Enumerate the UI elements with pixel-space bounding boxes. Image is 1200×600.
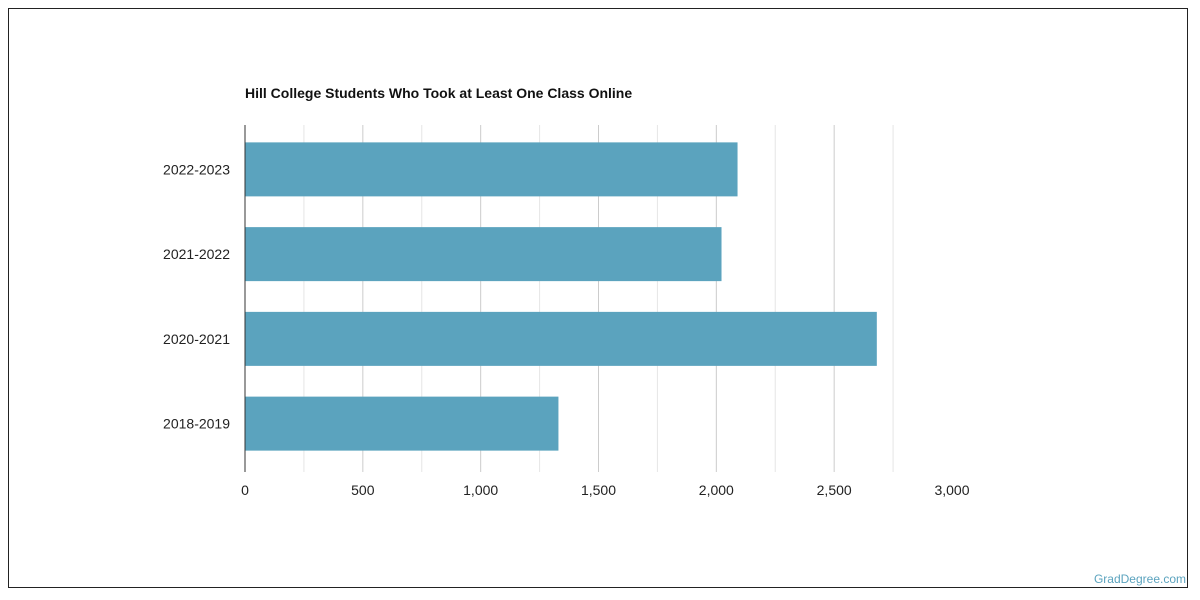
x-tick-label: 500 <box>351 482 375 498</box>
x-tick-label: 0 <box>241 482 249 498</box>
x-tick-label: 2,000 <box>699 482 734 498</box>
chart-title: Hill College Students Who Took at Least … <box>245 85 633 101</box>
source-credit[interactable]: GradDegree.com <box>1093 572 1186 586</box>
y-tick-label: 2021-2022 <box>163 246 230 262</box>
bar <box>245 227 722 282</box>
bar <box>245 311 877 366</box>
y-tick-label: 2018-2019 <box>163 416 230 432</box>
x-tick-label: 1,000 <box>463 482 498 498</box>
x-tick-label: 3,000 <box>934 482 969 498</box>
bar <box>245 396 559 451</box>
x-tick-label: 2,500 <box>817 482 852 498</box>
y-tick-label: 2020-2021 <box>163 331 230 347</box>
bar <box>245 142 738 197</box>
x-tick-label: 1,500 <box>581 482 616 498</box>
y-tick-label: 2022-2023 <box>163 161 230 177</box>
